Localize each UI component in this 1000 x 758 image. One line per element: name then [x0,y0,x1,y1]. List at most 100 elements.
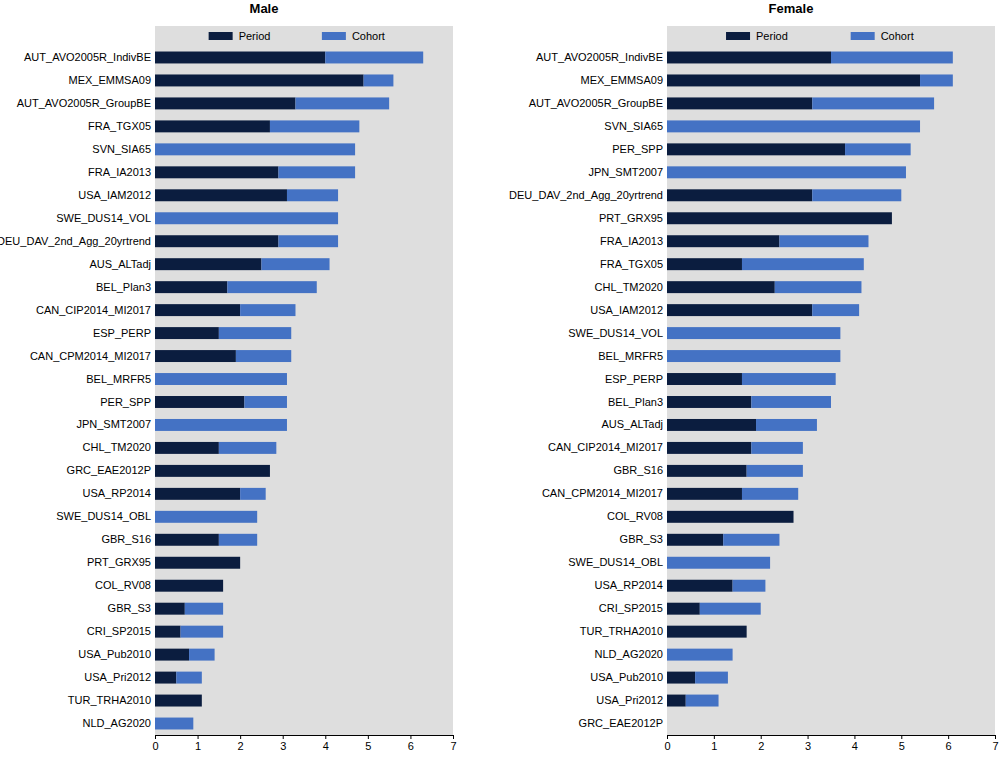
y-tick: MEX_EMMSA09 [68,74,155,86]
x-tick: 7 [992,735,998,752]
y-tick: NLD_AG2020 [595,648,668,660]
category-label: PER_SPP [100,396,151,408]
y-tick: USA_Pub2010 [590,671,667,683]
bar [667,373,742,385]
bar [667,649,733,661]
x-tick-label: 4 [323,740,329,752]
category-label: BEL_MRFR5 [86,373,151,385]
bar [269,465,270,477]
y-tick: AUS_ALTadj [89,258,155,270]
y-tick: AUS_ALTadj [601,418,667,430]
bar [667,120,920,132]
bar [155,97,295,109]
category-label: USA_IAM2012 [590,304,663,316]
x-tick: 4 [323,735,329,752]
category-label: BEL_Plan3 [608,396,663,408]
legend-label: Period [239,30,271,42]
category-label: PER_SPP [612,143,663,155]
category-label: GBR_S3 [108,602,151,614]
y-tick: USA_Pub2010 [78,648,155,660]
category-label: USA_RP2014 [595,579,664,591]
bar [793,511,794,523]
plot-background [667,46,995,735]
bar [155,52,325,64]
bar [155,396,244,408]
x-tick-mark [453,735,454,739]
bar [733,580,766,592]
category-label: ESP_PERP [93,327,151,339]
bar [667,189,812,201]
category-label: CAN_CIP2014_MI2017 [548,441,663,453]
category-label: GRC_EAE2012P [67,464,151,476]
x-tick-mark [901,735,902,739]
legend-background [667,26,995,46]
bar [756,419,817,431]
category-label: SVN_SIA65 [92,143,151,155]
bar [155,603,185,615]
bar [742,373,836,385]
y-tick: FRA_TGX05 [88,120,155,132]
category-label: DEU_DAV_2nd_Agg_20yrtrend [509,189,663,201]
y-axis: AUT_AVO2005R_IndivBEMEX_EMMSA09AUT_AVO20… [509,51,667,729]
y-tick: AUT_AVO2005R_GroupBE [529,97,667,109]
bar [667,235,779,247]
y-tick: FRA_IA2013 [600,235,667,247]
y-tick: USA_IAM2012 [78,189,155,201]
bar [812,189,901,201]
category-label: TUR_TRHA2010 [68,694,151,706]
bar [751,442,803,454]
bar [667,718,668,730]
category-label: FRA_TGX05 [88,120,151,132]
bar [155,534,219,546]
y-tick: AUT_AVO2005R_IndivBE [24,51,155,63]
x-tick-label: 2 [238,740,244,752]
x-tick-label: 0 [664,740,670,752]
y-tick: USA_Pri2012 [84,671,155,683]
bar [667,212,892,224]
panel: MalePeriodCohortAUT_AVO2005R_IndivBEMEX_… [0,1,457,752]
x-tick: 2 [238,735,244,752]
category-label: BEL_Plan3 [96,281,151,293]
category-label: SWE_DUS14_VOL [56,212,151,224]
x-tick: 0 [152,735,158,752]
y-tick: AUT_AVO2005R_GroupBE [17,97,155,109]
bar [667,626,747,638]
bar [240,557,241,569]
bar [920,74,953,86]
x-tick: 6 [408,735,414,752]
y-tick: PER_SPP [100,396,155,408]
y-tick: CAN_CIP2014_MI2017 [548,441,667,453]
category-label: USA_Pri2012 [596,694,663,706]
category-label: CHL_TM2020 [595,281,663,293]
bar [244,396,287,408]
y-tick: DEU_DAV_2nd_Agg_20yrtrend [0,235,155,247]
bar [155,695,202,707]
bar [364,74,394,86]
y-tick: DEU_DAV_2nd_Agg_20yrtrend [509,189,667,201]
bar [155,465,270,477]
x-tick-mark [325,735,326,739]
y-tick: SVN_SIA65 [604,120,667,132]
bar [176,672,202,684]
x-tick: 0 [664,735,670,752]
bar [667,350,840,362]
category-label: CAN_CPM2014_MI2017 [542,487,663,499]
bar [295,97,389,109]
x-tick-mark [714,735,715,739]
bar [219,442,276,454]
category-label: BEL_MRFR5 [598,350,663,362]
legend-label: Cohort [352,30,385,42]
bar [278,235,338,247]
category-label: AUS_ALTadj [89,258,151,270]
category-label: USA_Pub2010 [78,648,151,660]
title: Female [769,1,814,16]
bar [155,281,227,293]
category-label: AUS_ALTadj [601,418,663,430]
bar [779,235,868,247]
y-tick: GBR_S3 [108,602,155,614]
bar [667,442,751,454]
x-tick-label: 7 [450,740,456,752]
bar [155,327,219,339]
bar [831,52,953,64]
y-tick: SWE_DUS14_VOL [56,212,155,224]
